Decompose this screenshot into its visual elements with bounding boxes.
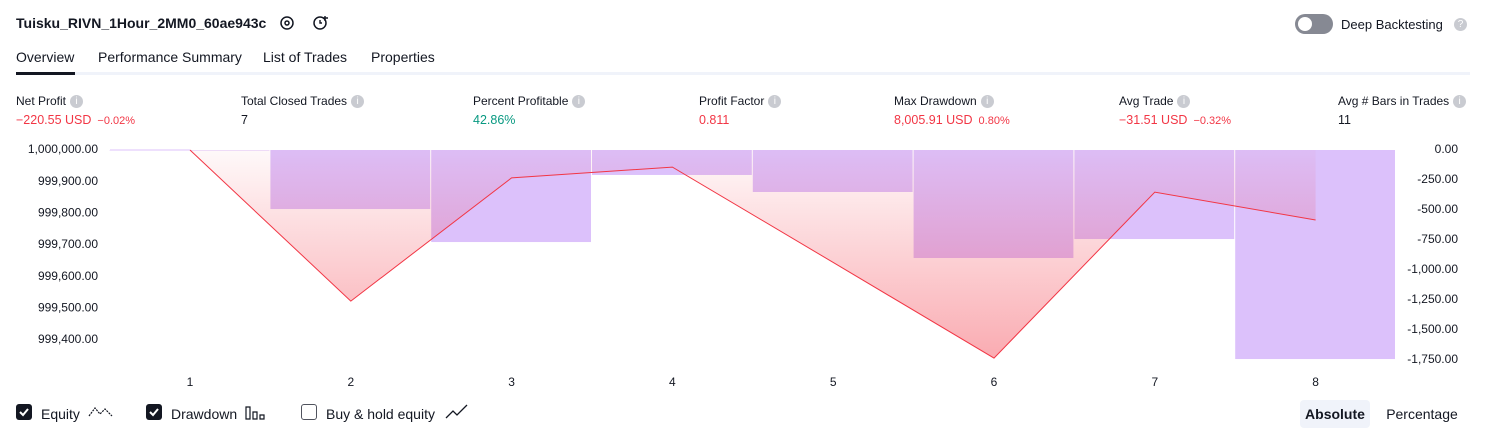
x-tick-label: 1 — [187, 375, 194, 389]
y-tick-label: 999,900.00 — [38, 174, 98, 188]
chart: 1,000,000.00 999,900.00 999,800.00 999,700.… — [28, 142, 1459, 389]
metric-value: −31.51 USD −0.32% — [1119, 113, 1232, 127]
tab[interactable]: List of Trades — [263, 49, 348, 65]
x-tick-label: 6 — [991, 375, 998, 389]
metric-value: 0.811 — [699, 113, 730, 127]
x-tick-label: 3 — [508, 375, 515, 389]
legend-icon — [88, 407, 113, 417]
y2-tick-label: -750.00 — [1417, 232, 1458, 246]
y-tick-label: 999,600.00 — [38, 269, 98, 283]
toggle-label: Deep Backtesting — [1341, 17, 1443, 32]
toggle[interactable] — [1295, 14, 1333, 34]
metric-label: Avg Trade i — [1119, 94, 1191, 108]
alert-icon[interactable] — [312, 14, 330, 32]
metric-label: Profit Factor i — [699, 94, 782, 108]
checkbox[interactable] — [16, 404, 32, 420]
y-tick-label: 999,400.00 — [38, 332, 98, 346]
y-tick-label: 999,700.00 — [38, 237, 98, 251]
x-tick-label: 5 — [830, 375, 837, 389]
metric-label: Percent Profitable i — [473, 94, 586, 108]
strategy-title: Tuisku_RIVN_1Hour_2MM0_60ae943c — [16, 15, 267, 31]
y-tick-label: 1,000,000.00 — [28, 142, 98, 156]
legend-icon — [245, 406, 265, 420]
y2-tick-label: -1,000.00 — [1407, 262, 1458, 276]
legend-label: Buy & hold equity — [326, 406, 435, 422]
settings-icon[interactable] — [278, 14, 296, 32]
y2-tick-label: -1,500.00 — [1407, 322, 1458, 336]
legend-icon — [445, 404, 468, 419]
y2-tick-label: 0.00 — [1435, 142, 1459, 156]
equity-line — [189, 149, 1316, 359]
y2-tick-label: -250.00 — [1417, 172, 1458, 186]
y2-tick-label: -1,750.00 — [1407, 352, 1458, 366]
button[interactable]: Absolute — [1300, 400, 1370, 428]
y2-tick-label: -500.00 — [1417, 202, 1458, 216]
y-tick-label: 999,500.00 — [38, 301, 98, 315]
x-tick-label: 2 — [347, 375, 354, 389]
metric-value: 11 — [1338, 113, 1351, 127]
tab-underline — [16, 72, 75, 75]
legend-label: Drawdown — [171, 406, 238, 422]
x-tick-label: 7 — [1151, 375, 1158, 389]
metric-value: −220.55 USD −0.02% — [16, 113, 136, 127]
y-tick-label: 999,800.00 — [38, 206, 98, 220]
help-icon[interactable]: ? — [1454, 18, 1467, 31]
equity-area — [190, 150, 1316, 359]
checkbox[interactable] — [301, 404, 317, 420]
x-tick-label: 8 — [1312, 375, 1319, 389]
metric-value: 8,005.91 USD 0.80% — [894, 113, 1010, 127]
tab[interactable]: Performance Summary — [98, 49, 242, 65]
y2-tick-label: -1,250.00 — [1407, 292, 1458, 306]
checkbox[interactable] — [146, 404, 162, 420]
tab[interactable]: Overview — [16, 49, 75, 65]
metric-label: Avg # Bars in Trades i — [1338, 94, 1467, 108]
legend-label: Equity — [41, 406, 80, 422]
metric-value: 42.86% — [473, 113, 516, 127]
x-tick-label: 4 — [669, 375, 676, 389]
metric-label: Total Closed Trades i — [241, 94, 365, 108]
metric-label: Max Drawdown i — [894, 94, 994, 108]
button[interactable]: Percentage — [1386, 406, 1458, 422]
metric-value: 7 — [241, 113, 248, 127]
metric-label: Net Profit i — [16, 94, 84, 108]
tab-rule — [16, 72, 1470, 75]
tab[interactable]: Properties — [371, 49, 435, 65]
